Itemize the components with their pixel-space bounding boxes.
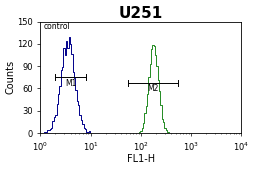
Text: M2: M2 [147, 84, 158, 94]
Y-axis label: Counts: Counts [6, 60, 15, 94]
Text: control: control [43, 22, 70, 31]
X-axis label: FL1-H: FL1-H [126, 154, 154, 164]
Text: M1: M1 [65, 79, 76, 88]
Title: U251: U251 [118, 6, 162, 21]
